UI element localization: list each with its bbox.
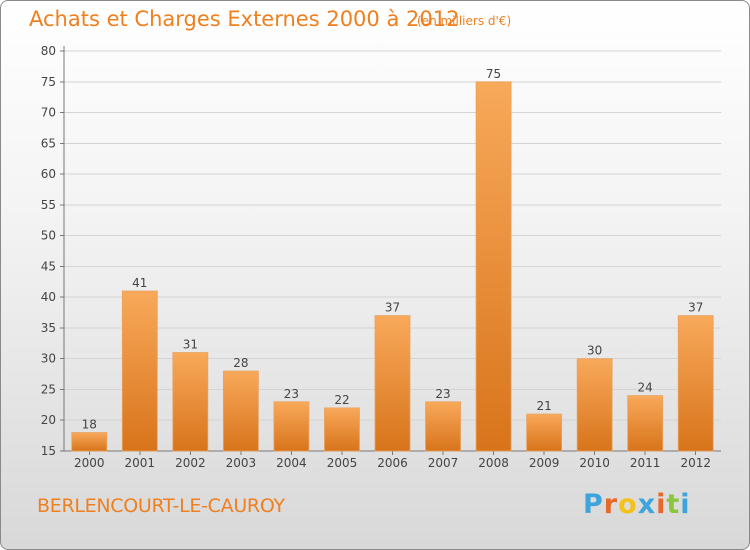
- town-name: BERLENCOURT-LE-CAUROY: [37, 495, 285, 517]
- logo-letter: P: [583, 489, 604, 520]
- x-tick-label: 2005: [327, 456, 358, 470]
- chart-subtitle: (en milliers d'€): [417, 14, 512, 28]
- bar-value-label: 30: [587, 344, 602, 358]
- y-tick-label: 75: [41, 75, 56, 89]
- x-tick-label: 2006: [377, 456, 408, 470]
- bar: [627, 395, 664, 452]
- logo-letter: t: [666, 489, 681, 520]
- bar: [526, 413, 563, 452]
- chart-title: Achats et Charges Externes 2000 à 2012: [29, 7, 460, 31]
- y-tick-label: 80: [41, 44, 56, 58]
- bar-value-label: 22: [334, 393, 349, 407]
- x-tick-label: 2009: [529, 456, 560, 470]
- x-tick-label: 2010: [579, 456, 610, 470]
- bar: [374, 315, 411, 452]
- x-tick-label: 2007: [428, 456, 459, 470]
- bar: [172, 352, 209, 452]
- x-tick-label: 2012: [680, 456, 711, 470]
- bar: [425, 401, 461, 452]
- logo-letter: i: [656, 489, 667, 520]
- x-tick-label: 2008: [478, 456, 509, 470]
- bar: [324, 407, 360, 452]
- y-tick-label: 60: [41, 167, 56, 181]
- bar: [475, 81, 512, 452]
- y-tick-label: 50: [41, 229, 56, 243]
- y-tick-label: 40: [41, 290, 56, 304]
- x-tick-label: 2003: [226, 456, 257, 470]
- x-tick-labels: 2000 2001 2002 2003 2004 2005 2006 2007 2008 2009…: [74, 456, 711, 470]
- x-tick-label: 2001: [125, 456, 156, 470]
- bar-value-label: 31: [183, 338, 198, 352]
- x-tick-label: 2000: [74, 456, 105, 470]
- bar-value-label: 24: [638, 381, 653, 395]
- bars: [71, 81, 714, 452]
- y-tick-label: 20: [41, 413, 56, 427]
- logo-letter: i: [680, 489, 691, 520]
- value-labels: 18 41 31 28 23 22 37 23 75 21 30 24 37: [82, 67, 704, 432]
- y-tick-label: 70: [41, 106, 56, 120]
- logo-letter: x: [637, 489, 657, 520]
- bar: [71, 432, 108, 452]
- y-tick-label: 25: [41, 382, 56, 396]
- bar-value-label: 28: [233, 356, 248, 370]
- bar-value-label: 41: [132, 276, 147, 290]
- y-tick-label: 35: [41, 321, 56, 335]
- bar: [121, 290, 158, 452]
- bar: [677, 315, 714, 452]
- bar-value-label: 37: [688, 301, 703, 315]
- bar: [222, 370, 259, 452]
- logo-letter: o: [618, 489, 638, 520]
- bar-value-label: 21: [536, 399, 551, 413]
- bar: [576, 358, 613, 452]
- bar: [273, 401, 310, 452]
- y-tick-label: 45: [41, 259, 56, 273]
- y-tick-label: 65: [41, 136, 56, 150]
- y-tick-labels: 15 20 25 30 35 40 45 50 55 60 65 70 75 80: [41, 44, 56, 458]
- bar-value-label: 23: [435, 387, 450, 401]
- x-tick-label: 2002: [175, 456, 206, 470]
- bar-value-label: 37: [385, 301, 400, 315]
- proxiti-logo[interactable]: Proxiti: [583, 489, 691, 520]
- y-tick-label: 55: [41, 198, 56, 212]
- x-tick-label: 2011: [630, 456, 661, 470]
- bar-value-label: 23: [284, 387, 299, 401]
- logo-letter: r: [603, 489, 619, 520]
- x-tick-label: 2004: [276, 456, 307, 470]
- y-tick-label: 15: [41, 444, 56, 458]
- bar-value-label: 18: [82, 418, 97, 432]
- y-tick-label: 30: [41, 352, 56, 366]
- bar-value-label: 75: [486, 67, 501, 81]
